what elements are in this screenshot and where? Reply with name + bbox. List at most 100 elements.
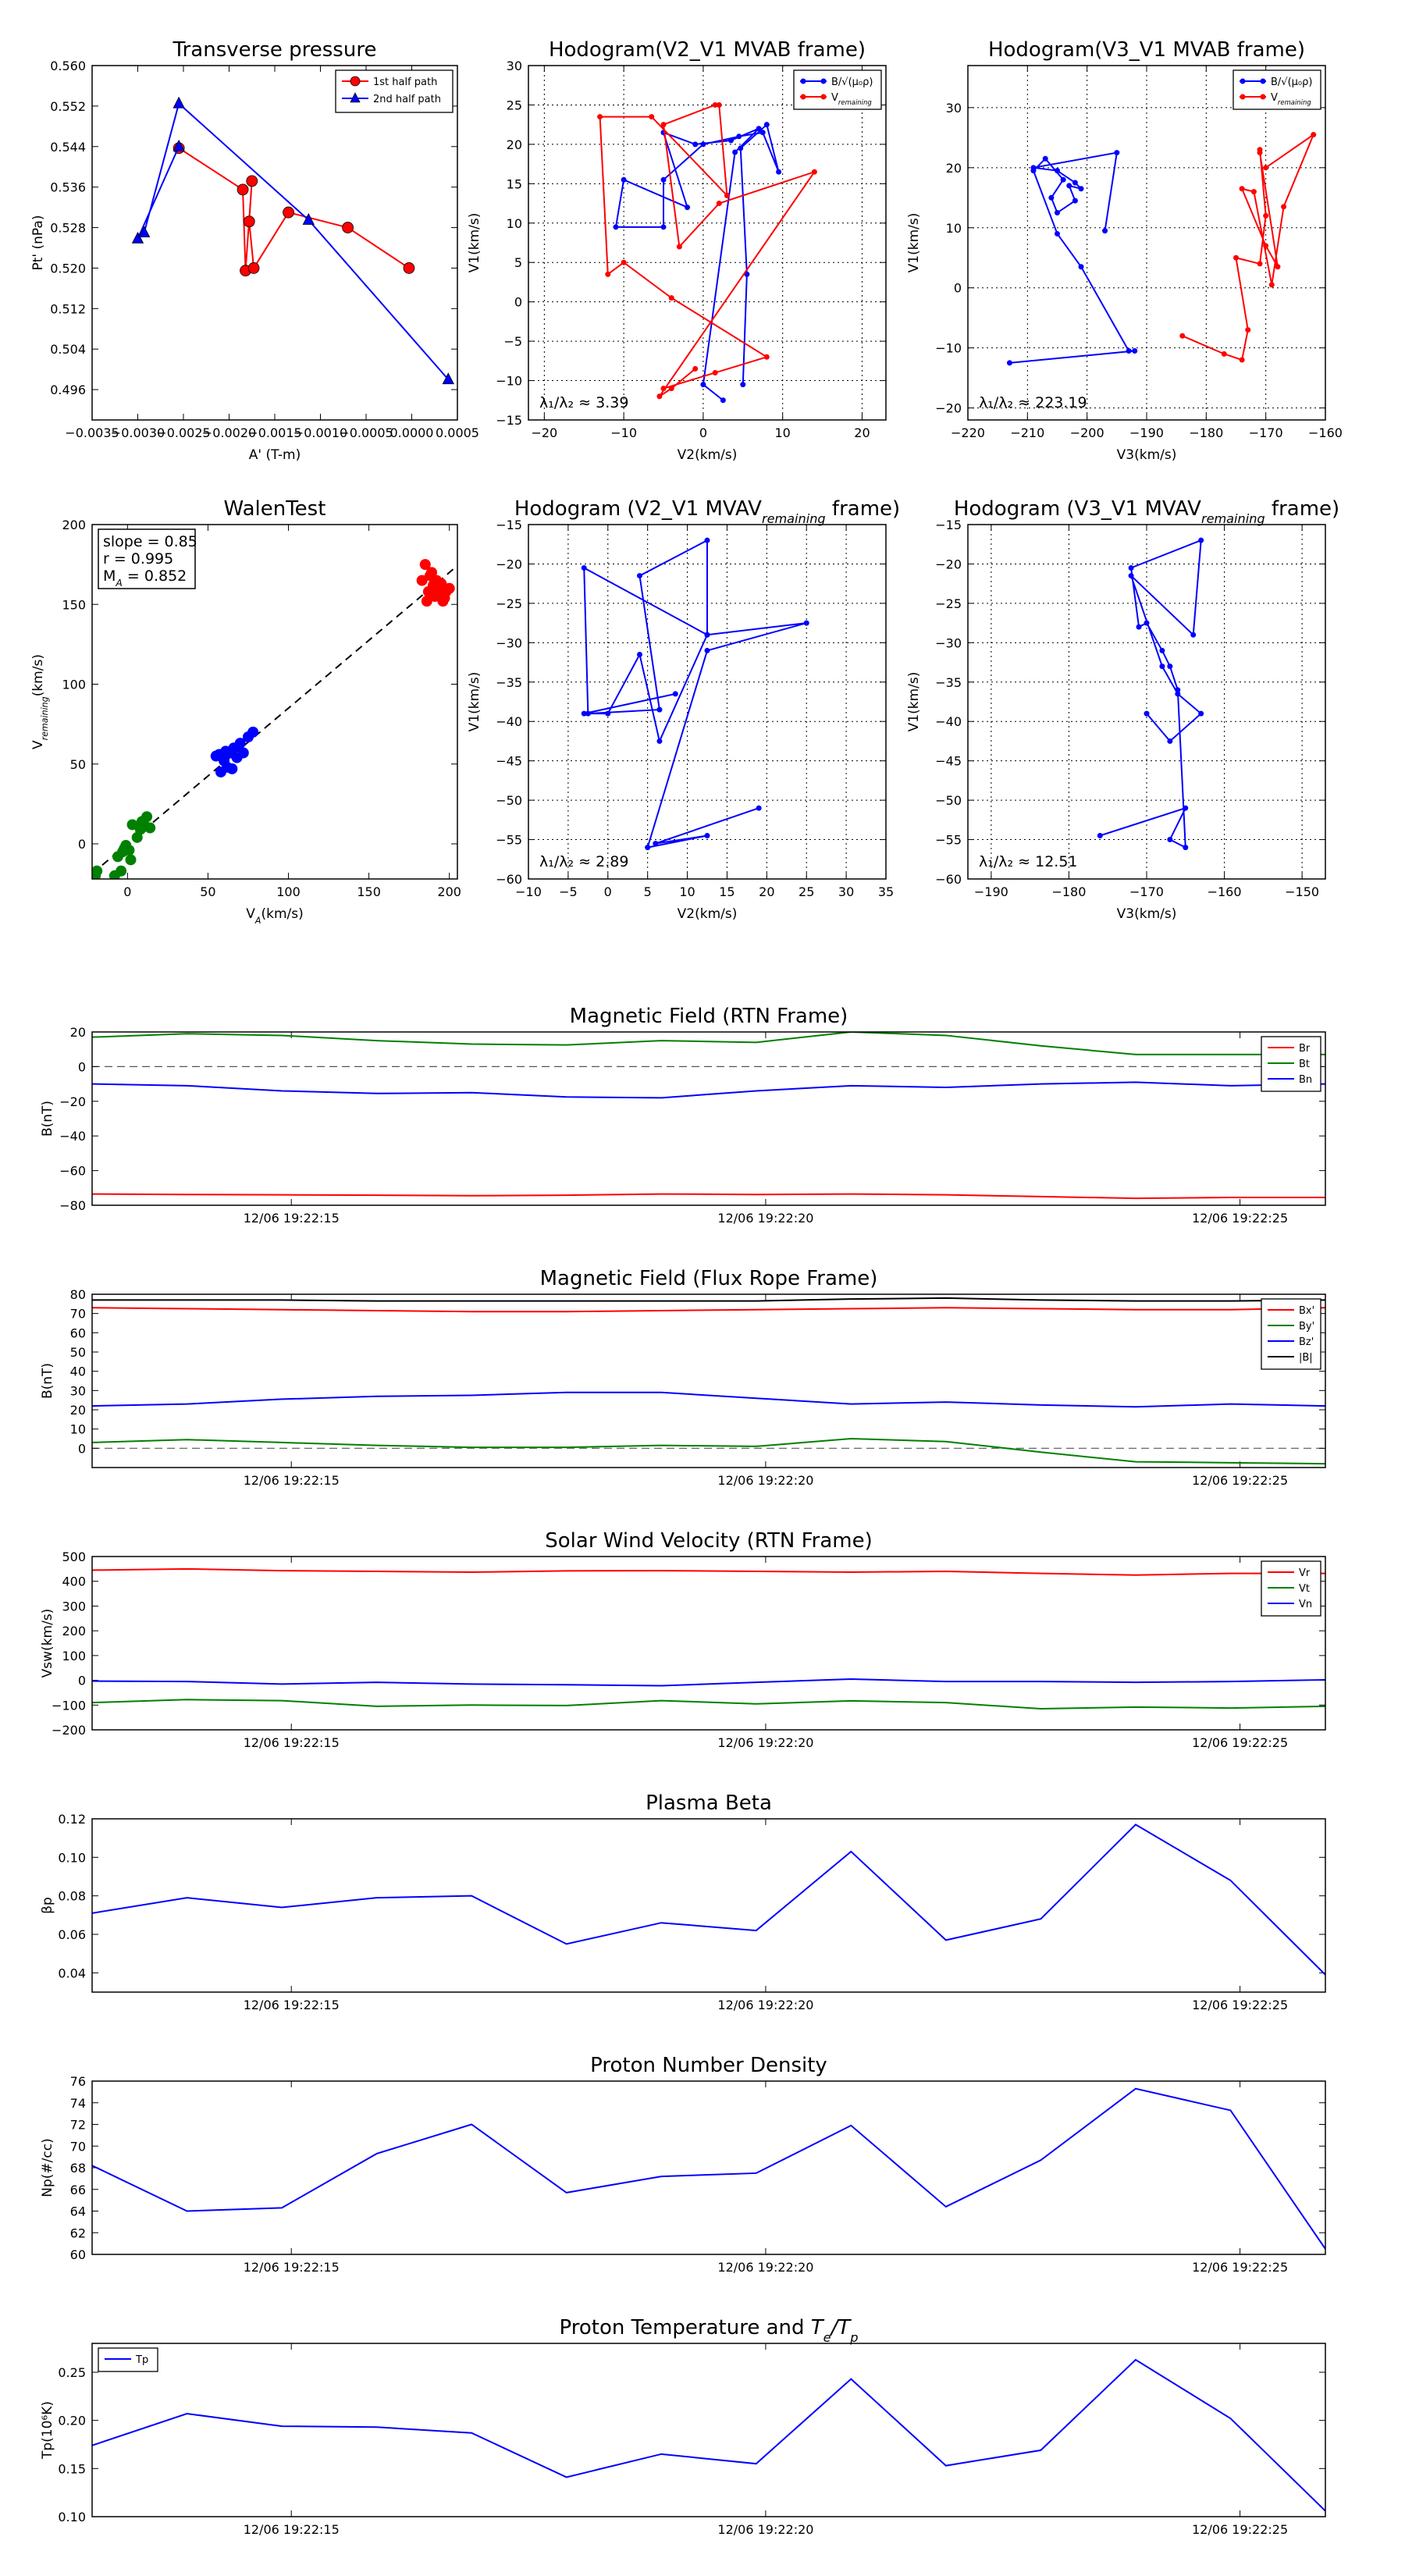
y-tick-label: 50 [70, 1345, 86, 1360]
plot-frame [91, 1818, 1326, 1993]
y-tick-label: 0 [78, 837, 86, 852]
legend-marker [820, 94, 827, 100]
series-line [92, 1678, 1325, 1687]
y-tick-label: −30 [496, 635, 522, 650]
y-tick-label: 0.06 [58, 1927, 86, 1942]
x-axis-label: VA(km/s) [246, 906, 303, 926]
y-tick-label: 0.520 [50, 261, 86, 276]
y-tick-label: 20 [946, 161, 962, 176]
series-line [92, 2087, 1325, 2250]
x-tick-label: −20 [531, 425, 557, 440]
data-point [1159, 664, 1165, 670]
data-point [120, 840, 132, 852]
data-point [649, 114, 655, 120]
plot-frame [91, 1556, 1326, 1731]
legend-label: 2nd half path [373, 94, 441, 105]
plot-frame [528, 65, 887, 421]
data-point [597, 114, 603, 120]
x-tick-label: 12/06 19:22:20 [717, 1735, 813, 1750]
y-tick-label: 300 [62, 1599, 86, 1614]
y-tick-label: 500 [62, 1550, 86, 1564]
y-tick-label: 0.10 [58, 2510, 86, 2524]
legend-label: Vr [1299, 1567, 1311, 1579]
y-tick-label: 62 [70, 2226, 86, 2240]
x-tick-label: 12/06 19:22:20 [717, 2522, 813, 2537]
stats-box [98, 528, 196, 589]
series-vt [92, 1699, 1325, 1710]
y-tick-label: 0.10 [58, 1850, 86, 1865]
legend-label: 1st half path [373, 76, 437, 88]
y-tick-label: 0.504 [50, 342, 86, 357]
chart-h1: Hodogram(V2_V1 MVAB frame) −20 −10 0 10 20 −15… [467, 38, 887, 463]
plot-area [92, 2358, 1325, 2512]
series-1st-half-path [173, 142, 415, 277]
data-point [138, 226, 151, 238]
data-point [1233, 254, 1239, 261]
y-axis-label: Pt' (nPa) [30, 215, 46, 271]
data-point [1072, 180, 1078, 186]
data-point [1128, 564, 1134, 571]
series-vr [92, 1567, 1325, 1576]
data-point [1167, 664, 1173, 670]
data-point [1030, 165, 1037, 171]
x-tick-label: −10 [610, 425, 637, 440]
x-tick-label: −0.0035 [65, 425, 119, 440]
data-point [443, 582, 455, 594]
y-tick-label: −20 [496, 557, 522, 571]
y-tick-label: 30 [946, 101, 962, 116]
x-tick-label: 12/06 19:22:20 [717, 1998, 813, 2012]
x-tick-label: 12/06 19:22:20 [717, 1211, 813, 1226]
x-axis-label: V2(km/s) [678, 906, 738, 922]
legend: 1st half path 2nd half path [335, 69, 454, 113]
eigenvalue-ratio: λ₁/λ₂ ≈ 223.19 [979, 394, 1087, 411]
data-point [660, 122, 667, 128]
series-bt [92, 1032, 1325, 1055]
data-point [246, 175, 258, 187]
plot-area [92, 559, 457, 879]
data-point [613, 224, 619, 230]
data-point [213, 749, 225, 760]
legend-label: Vremaining [831, 92, 872, 106]
x-tick-label: −0.0015 [247, 425, 301, 440]
series-line [614, 123, 780, 401]
x-tick-label: −210 [1010, 425, 1044, 440]
data-point [237, 747, 249, 759]
plot-area [131, 96, 454, 385]
y-tick-label: −25 [496, 596, 522, 611]
x-tick-label: 12/06 19:22:25 [1192, 1473, 1288, 1488]
y-axis-label: B(nT) [40, 1363, 55, 1399]
legend-label: Bn [1299, 1074, 1312, 1086]
legend-marker [820, 78, 827, 84]
data-point [672, 691, 678, 697]
series-tp [92, 2358, 1325, 2512]
y-tick-label: −10 [935, 341, 962, 356]
data-point [1055, 168, 1060, 174]
series-line [92, 1307, 1325, 1313]
data-point [1263, 243, 1269, 249]
legend-label: Vt [1299, 1583, 1310, 1595]
x-tick-label: 150 [357, 884, 381, 899]
data-point [704, 833, 710, 839]
y-tick-label: 10 [507, 216, 522, 231]
plot-area [1097, 537, 1204, 851]
y-tick-label: 200 [62, 1624, 86, 1638]
series-s2 [416, 559, 455, 607]
y-tick-label: 20 [507, 137, 522, 152]
data-point [1311, 131, 1317, 137]
y-tick-label: 70 [70, 1307, 86, 1322]
y-axis-label: V1(km/s) [906, 213, 922, 273]
y-tick-label: 0.08 [58, 1889, 86, 1904]
x-tick-label: 0 [123, 884, 131, 899]
plot-frame [91, 1293, 1326, 1468]
data-point [234, 738, 246, 749]
y-tick-label: 0.544 [50, 140, 86, 155]
data-point [724, 192, 730, 198]
x-tick-label: 12/06 19:22:15 [244, 2522, 340, 2537]
y-tick-label: −35 [496, 675, 522, 690]
y-tick-label: −10 [496, 374, 522, 389]
x-tick-label: −150 [1285, 884, 1319, 899]
y-tick-label: 0.15 [58, 2461, 86, 2476]
x-tick-label: −0.0020 [202, 425, 256, 440]
eigenvalue-ratio: λ₁/λ₂ ≈ 2.89 [539, 853, 628, 870]
